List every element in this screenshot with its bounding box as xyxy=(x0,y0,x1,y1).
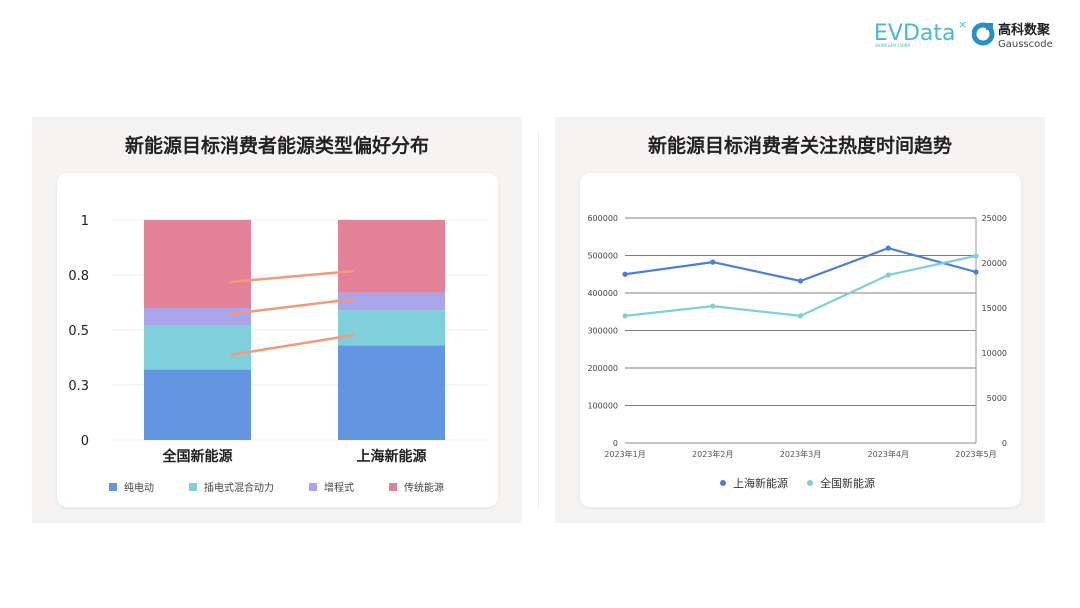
y-right-tick-label: 10000 xyxy=(982,349,1007,358)
series-line xyxy=(624,254,977,318)
y-right-tick-label: 5000 xyxy=(987,394,1007,403)
annotation-line xyxy=(229,297,355,316)
y-tick-label: 0.5 xyxy=(68,324,89,339)
bar-segment xyxy=(338,220,445,293)
y-left-tick-label: 0 xyxy=(613,439,618,448)
y-left-tick-label: 500000 xyxy=(587,252,618,261)
bar-segment xyxy=(144,325,251,370)
y-left-tick-label: 600000 xyxy=(587,214,618,223)
y-right-tick-label: 20000 xyxy=(982,259,1007,268)
y-left-tick-label: 100000 xyxy=(587,402,618,411)
legend-label: 传统能源 xyxy=(404,481,444,494)
data-point xyxy=(797,278,804,284)
legend-swatch xyxy=(389,483,397,491)
series-line xyxy=(624,246,977,283)
x-tick-label: 2023年2月 xyxy=(692,449,733,459)
y-right-tick-label: 0 xyxy=(1002,439,1007,448)
y-right-tick-label: 15000 xyxy=(982,304,1007,313)
legend-label: 增程式 xyxy=(324,481,354,494)
line-chart: 0 100000 200000 300000 400000 500000 600000 0 50… xyxy=(587,214,1007,490)
data-point xyxy=(885,272,891,278)
data-point xyxy=(973,269,979,275)
data-point xyxy=(622,313,628,319)
y-tick-label: 0.3 xyxy=(68,379,89,394)
evdata-logo: EVData × SHANGHAI CHINA xyxy=(874,18,969,54)
x-tick-label: 2023年3月 xyxy=(780,449,821,459)
legend-label: 全国新能源 xyxy=(820,476,875,490)
y-right-tick-label: 25000 xyxy=(982,214,1007,223)
y-tick-label: 1 xyxy=(81,214,89,229)
data-point xyxy=(622,271,628,277)
y-left-tick-label: 400000 xyxy=(587,289,618,298)
svg-text:EVData: EVData xyxy=(874,21,955,46)
y-left-tick-label: 300000 xyxy=(587,327,618,336)
svg-text:高科数聚: 高科数聚 xyxy=(998,22,1051,38)
bar-segment xyxy=(144,308,251,326)
bar-segment xyxy=(338,345,445,440)
x-tick-label: 2023年5月 xyxy=(955,449,996,459)
y-left-tick-label: 200000 xyxy=(587,364,618,373)
legend-label: 上海新能源 xyxy=(733,476,788,490)
bar-segment xyxy=(338,310,445,346)
bar-segment xyxy=(144,220,251,308)
divider xyxy=(538,130,539,510)
legend-swatch xyxy=(189,483,197,491)
y-tick-label: 0 xyxy=(81,434,89,449)
trend-panel: 新能源目标消费者关注热度时间趋势 0 100000 200000 300000 4000… xyxy=(555,117,1045,523)
y-tick-label: 0.8 xyxy=(68,269,89,284)
legend-marker xyxy=(807,480,813,486)
gausscode-logo: 高科数聚 Gausscode xyxy=(971,18,1072,56)
bar-segment xyxy=(144,369,251,440)
data-point xyxy=(797,313,804,319)
svg-text:SHANGHAI CHINA: SHANGHAI CHINA xyxy=(875,43,911,48)
bar-segment xyxy=(338,292,445,311)
svg-text:Gausscode: Gausscode xyxy=(998,39,1053,50)
chart-title: 新能源目标消费者关注热度时间趋势 xyxy=(647,135,952,157)
legend-label: 插电式混合动力 xyxy=(204,481,274,494)
chart-card: 0 0.3 0.5 0.8 1 全国新能源 上海新能源纯电动 插电式混合动力 增程式 传统能源 xyxy=(57,173,498,507)
preference-panel: 新能源目标消费者能源类型偏好分布 0 0.3 0.5 0.8 1 全国新能源 上海新能源纯电… xyxy=(32,117,522,523)
chart-title: 新能源目标消费者能源类型偏好分布 xyxy=(124,135,429,157)
annotation-line xyxy=(229,269,355,284)
svg-text:×: × xyxy=(958,18,967,31)
x-tick-label: 全国新能源 xyxy=(162,448,233,465)
legend-label: 纯电动 xyxy=(124,481,154,494)
legend-swatch xyxy=(309,483,317,491)
x-tick-label: 上海新能源 xyxy=(357,448,427,465)
chart-card: 0 100000 200000 300000 400000 500000 600000 0 50… xyxy=(580,173,1021,507)
x-tick-label: 2023年1月 xyxy=(604,449,645,459)
annotation-line xyxy=(229,333,355,357)
data-point xyxy=(973,253,979,259)
x-tick-label: 2023年4月 xyxy=(868,449,909,459)
data-point xyxy=(710,259,716,265)
legend-swatch xyxy=(109,483,117,491)
data-point xyxy=(710,303,716,309)
legend-marker xyxy=(720,480,726,486)
data-point xyxy=(885,245,891,251)
